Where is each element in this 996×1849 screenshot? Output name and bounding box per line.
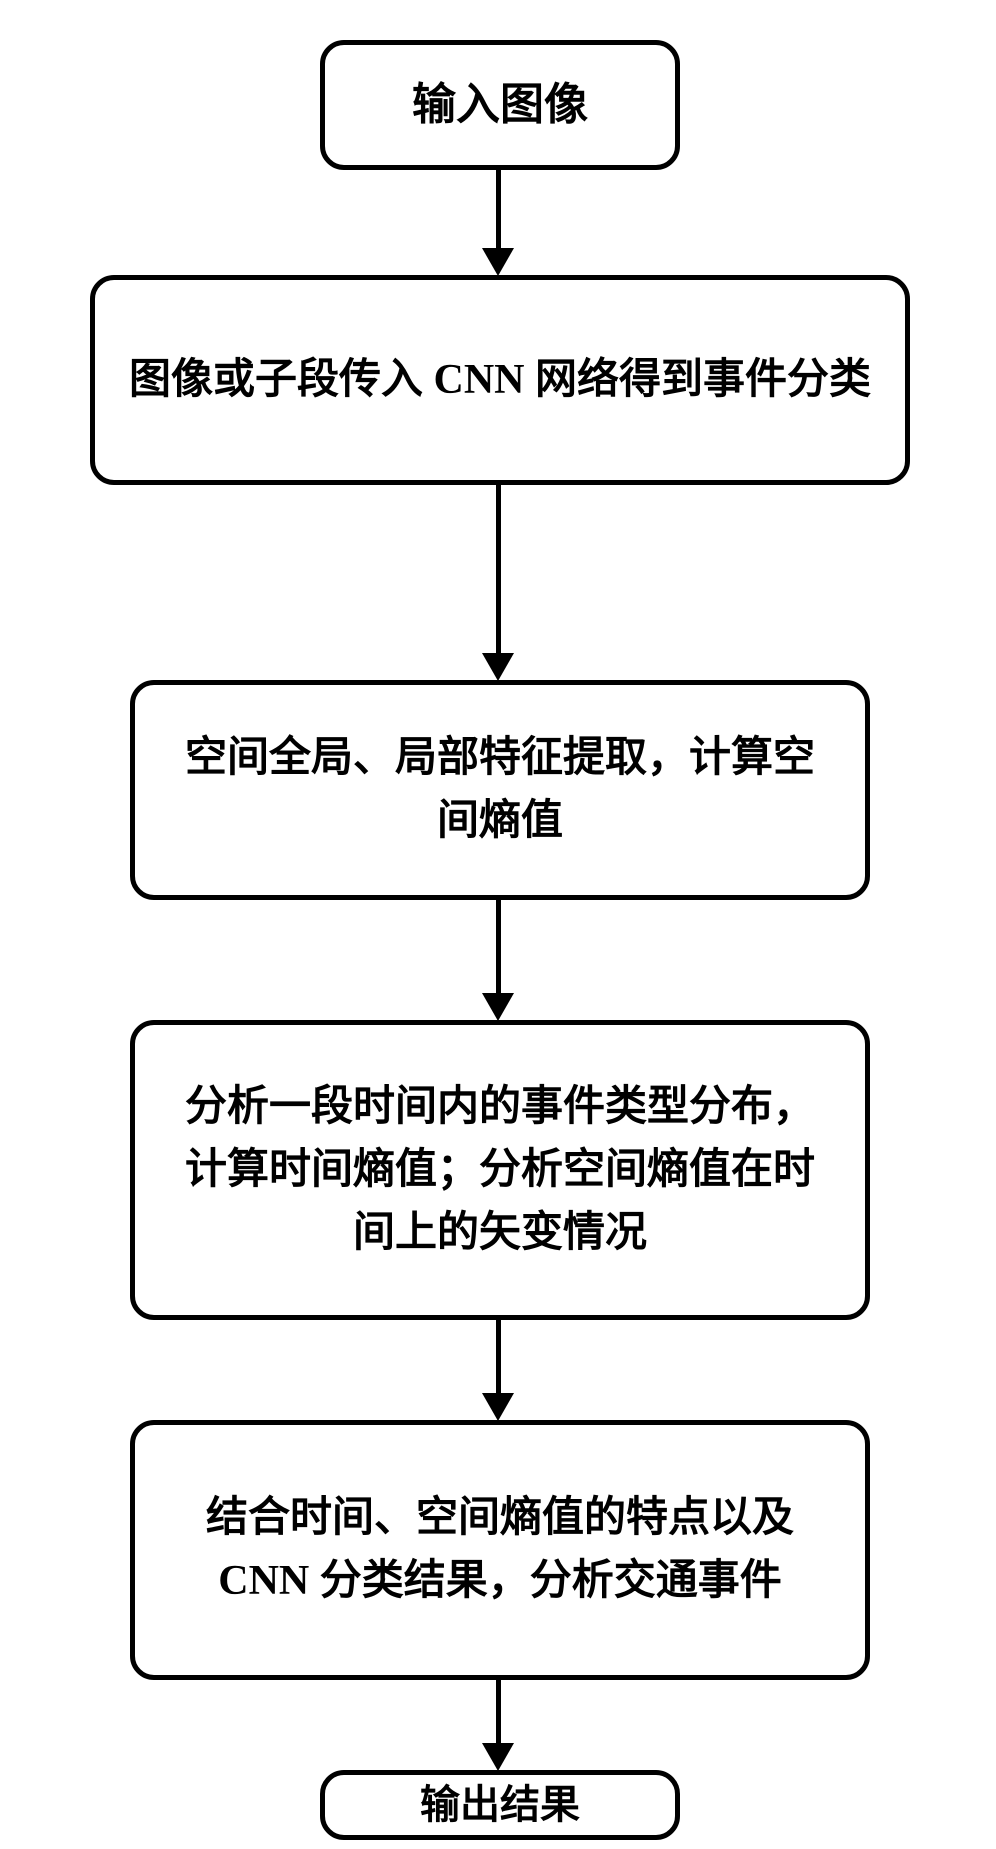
node-label: 结合时间、空间熵值的特点以及 CNN 分类结果，分析交通事件: [165, 1487, 835, 1613]
node-label: 图像或子段传入 CNN 网络得到事件分类: [129, 349, 871, 412]
flowchart-node-cnn: 图像或子段传入 CNN 网络得到事件分类: [90, 275, 910, 485]
flowchart-node-spatial: 空间全局、局部特征提取，计算空间熵值: [130, 680, 870, 900]
flowchart-arrow: [482, 485, 514, 681]
arrow-line: [496, 170, 501, 248]
arrow-line: [496, 900, 501, 993]
arrow-line: [496, 485, 501, 653]
arrow-line: [496, 1680, 501, 1743]
arrow-head-icon: [482, 1393, 514, 1421]
flowchart-arrow: [482, 900, 514, 1021]
arrow-head-icon: [482, 1743, 514, 1771]
node-label: 分析一段时间内的事件类型分布，计算时间熵值；分析空间熵值在时间上的矢变情况: [165, 1076, 835, 1265]
node-label: 输入图像: [412, 72, 588, 138]
arrow-head-icon: [482, 653, 514, 681]
arrow-head-icon: [482, 248, 514, 276]
flowchart-node-output: 输出结果: [320, 1770, 680, 1840]
node-label: 空间全局、局部特征提取，计算空间熵值: [165, 727, 835, 853]
flowchart-node-input: 输入图像: [320, 40, 680, 170]
flowchart-container: 输入图像 图像或子段传入 CNN 网络得到事件分类 空间全局、局部特征提取，计算…: [0, 0, 996, 1849]
flowchart-arrow: [482, 1680, 514, 1771]
flowchart-arrow: [482, 170, 514, 276]
arrow-line: [496, 1320, 501, 1393]
flowchart-node-temporal: 分析一段时间内的事件类型分布，计算时间熵值；分析空间熵值在时间上的矢变情况: [130, 1020, 870, 1320]
flowchart-node-analysis: 结合时间、空间熵值的特点以及 CNN 分类结果，分析交通事件: [130, 1420, 870, 1680]
arrow-head-icon: [482, 993, 514, 1021]
flowchart-arrow: [482, 1320, 514, 1421]
node-label: 输出结果: [420, 1775, 580, 1835]
